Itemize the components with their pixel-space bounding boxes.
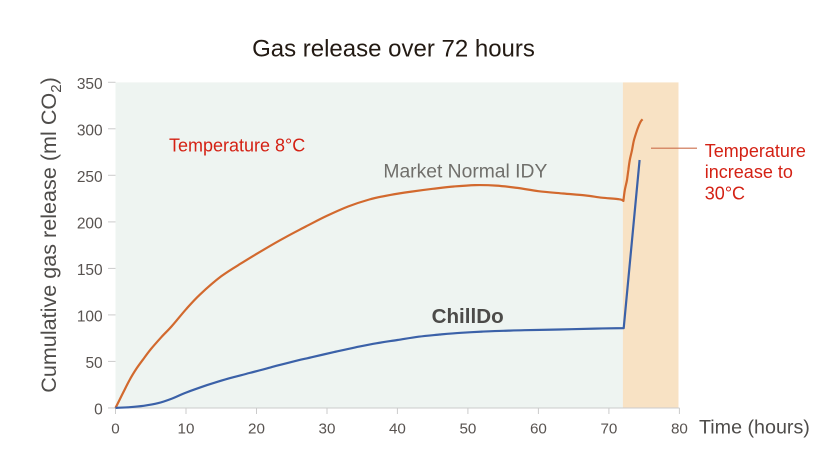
svg-text:80: 80 — [671, 421, 688, 438]
svg-text:60: 60 — [530, 421, 547, 438]
svg-text:50: 50 — [459, 421, 476, 438]
svg-text:Time (hours): Time (hours) — [699, 416, 810, 438]
svg-text:150: 150 — [77, 262, 103, 279]
svg-text:Gas release over 72 hours: Gas release over 72 hours — [252, 35, 535, 62]
svg-text:300: 300 — [77, 123, 103, 140]
svg-text:Market Normal IDY: Market Normal IDY — [383, 162, 547, 183]
svg-text:0: 0 — [111, 421, 119, 438]
svg-text:30°C: 30°C — [705, 184, 745, 204]
svg-text:50: 50 — [85, 355, 103, 372]
svg-text:70: 70 — [600, 421, 617, 438]
svg-text:0: 0 — [94, 402, 103, 419]
svg-text:30: 30 — [319, 421, 336, 438]
svg-text:Temperature: Temperature — [705, 141, 806, 161]
svg-text:Temperature 8°C: Temperature 8°C — [169, 136, 305, 156]
svg-text:ChillDo: ChillDo — [432, 305, 504, 328]
svg-text:40: 40 — [389, 421, 406, 438]
svg-text:350: 350 — [77, 76, 103, 93]
svg-text:250: 250 — [77, 169, 103, 186]
svg-text:increase to: increase to — [705, 162, 793, 182]
svg-text:10: 10 — [178, 421, 195, 438]
svg-text:200: 200 — [77, 216, 103, 233]
svg-text:20: 20 — [248, 421, 265, 438]
svg-text:100: 100 — [77, 309, 103, 326]
svg-text:Cumulative gas release (ml CO2: Cumulative gas release (ml CO2) — [36, 77, 65, 393]
